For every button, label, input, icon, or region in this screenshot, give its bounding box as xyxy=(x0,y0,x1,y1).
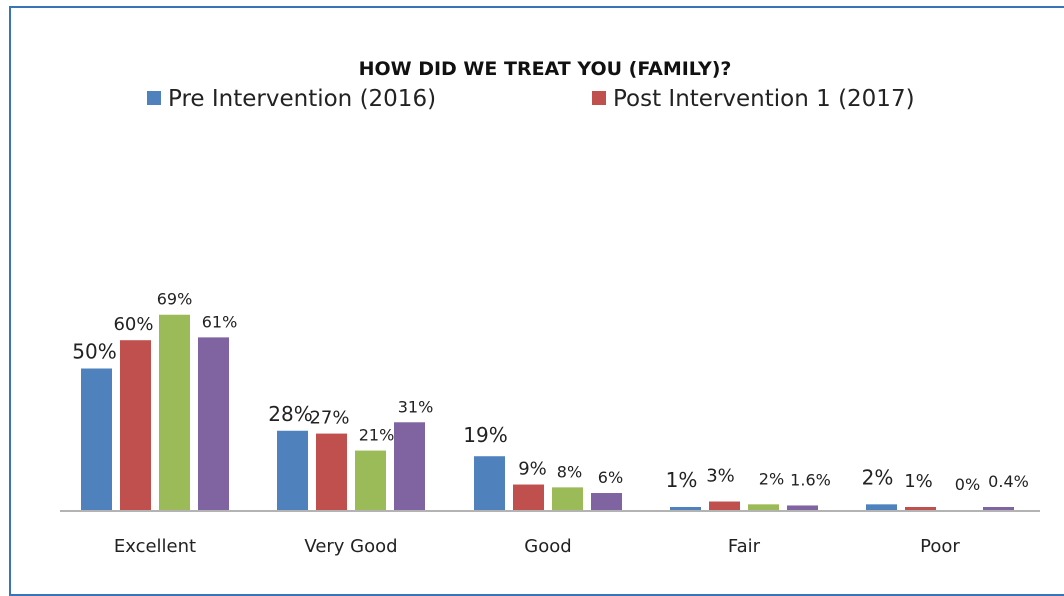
data-label-very-good-series-2: 27% xyxy=(309,408,349,429)
data-label-good-series-1: 19% xyxy=(463,423,507,447)
data-label-very-good-series-3: 21% xyxy=(359,426,395,445)
bar-very-good-series-2 xyxy=(316,433,347,510)
legend-label-pre-intervention: Pre Intervention (2016) xyxy=(168,86,436,112)
bar-very-good-series-3 xyxy=(355,450,386,510)
bar-fair-series-3 xyxy=(748,504,779,510)
bar-excellent-series-4 xyxy=(198,337,229,510)
bar-excellent-series-2 xyxy=(120,340,151,510)
legend-swatch-post-intervention-1 xyxy=(592,91,606,105)
data-label-good-series-3: 8% xyxy=(557,462,582,481)
x-tick-label-excellent: Excellent xyxy=(114,536,196,557)
bar-excellent-series-3 xyxy=(159,314,190,510)
bar-good-series-1 xyxy=(474,456,505,510)
data-label-fair-series-4: 1.6% xyxy=(790,470,831,489)
data-label-poor-series-2: 1% xyxy=(904,471,933,492)
bar-very-good-series-4 xyxy=(394,422,425,510)
data-label-very-good-series-1: 28% xyxy=(268,402,312,426)
bar-fair-series-4 xyxy=(787,505,818,510)
bar-fair-series-1 xyxy=(670,507,701,510)
data-label-fair-series-2: 3% xyxy=(706,466,735,487)
bar-good-series-3 xyxy=(552,487,583,510)
data-label-fair-series-3: 2% xyxy=(759,469,784,488)
bar-poor-series-4 xyxy=(983,507,1014,510)
bar-poor-series-1 xyxy=(866,504,897,510)
bar-very-good-series-1 xyxy=(277,430,308,510)
legend: Pre Intervention (2016) Post Interventio… xyxy=(147,86,915,112)
x-tick-label-fair: Fair xyxy=(728,536,761,557)
data-label-excellent-series-3: 69% xyxy=(157,290,193,309)
x-tick-label-very-good: Very Good xyxy=(304,536,397,557)
bar-good-series-4 xyxy=(591,493,622,510)
data-label-very-good-series-4: 31% xyxy=(398,397,434,416)
data-label-good-series-4: 6% xyxy=(598,468,623,487)
data-labels-group: 50% 60%69% 61% 28%27% 21%31% 19% 9% 8% 6% 1% 3% 2% 1… xyxy=(72,290,1029,494)
legend-swatch-pre-intervention xyxy=(147,91,161,105)
data-label-poor-series-3: 0% xyxy=(955,475,980,494)
bar-excellent-series-1 xyxy=(81,368,112,510)
bars-group xyxy=(81,314,1014,510)
x-tick-label-good: Good xyxy=(524,536,571,557)
x-tick-label-poor: Poor xyxy=(920,536,960,557)
chart-title: HOW DID WE TREAT YOU (FAMILY)? xyxy=(359,58,732,80)
data-label-excellent-series-1: 50% xyxy=(72,340,116,364)
tick-labels-group: Excellent Very Good Good Fair Poor xyxy=(114,536,961,557)
data-label-excellent-series-4: 61% xyxy=(202,312,238,331)
data-label-fair-series-1: 1% xyxy=(666,468,698,492)
data-label-good-series-2: 9% xyxy=(518,459,547,480)
bar-poor-series-2 xyxy=(905,507,936,510)
data-label-poor-series-4: 0.4% xyxy=(988,472,1029,491)
data-label-poor-series-1: 2% xyxy=(862,465,894,489)
data-label-excellent-series-2: 60% xyxy=(113,314,153,335)
bar-fair-series-2 xyxy=(709,501,740,510)
legend-label-post-intervention-1: Post Intervention 1 (2017) xyxy=(613,86,915,112)
chart: HOW DID WE TREAT YOU (FAMILY)? Pre Inter… xyxy=(60,58,1040,557)
bar-good-series-2 xyxy=(513,484,544,510)
